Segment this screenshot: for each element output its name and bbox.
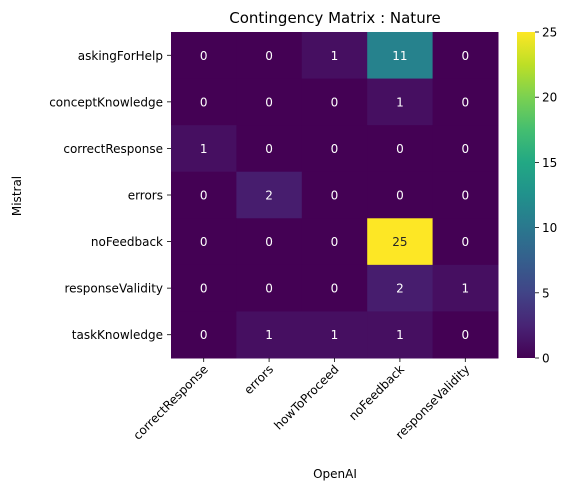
cell-value-label: 11 [392,49,407,63]
heatmap-cell [432,78,499,126]
heatmap-cell [367,218,434,266]
cell-value-label: 0 [461,95,469,109]
cell-value-label: 0 [461,142,469,156]
cell-value-label: 0 [396,189,404,203]
colorbar-tick-label: 25 [542,26,557,40]
heatmap-cell [367,125,434,173]
heatmap-cell [432,125,499,173]
y-tick-label: askingForHelp [78,49,163,63]
heatmap-cell [236,32,303,80]
cell-value-label: 1 [396,328,404,342]
colorbar-tick-label: 20 [542,91,557,105]
cell-value-label: 0 [331,235,339,249]
heatmap-cell [301,32,368,80]
heatmap-cell [367,32,434,80]
heatmap-cell [171,218,237,266]
heatmap-cell [367,264,434,312]
x-tick-label: noFeedback [346,362,407,423]
cell-value-label: 0 [200,189,208,203]
heatmap-cell [301,218,368,266]
cell-value-label: 0 [200,49,208,63]
heatmap-cell [236,218,303,266]
heatmap-cell [236,78,303,126]
heatmap-cell [367,78,434,126]
heatmap-cell [171,125,237,173]
x-tick-label: howToProceed [271,362,341,432]
cell-value-label: 2 [396,282,404,296]
cell-value-label: 0 [331,282,339,296]
cell-value-label: 0 [200,95,208,109]
heatmap-cell [301,264,368,312]
heatmap-cell [301,78,368,126]
x-axis-label: OpenAI [313,467,357,481]
colorbar-ticks: 0 5 10 15 20 25 [535,26,557,366]
cell-value-label: 1 [331,49,339,63]
cell-value-label: 0 [331,189,339,203]
heatmap-cell [367,311,434,359]
x-tick-label: correctResponse [130,362,210,442]
x-tick-label: errors [241,362,276,397]
cell-value-label: 0 [461,49,469,63]
heatmap-cell [236,171,303,219]
cell-value-label: 0 [265,49,273,63]
cell-value-label: 0 [200,235,208,249]
colorbar-tick-label: 5 [542,286,550,300]
heatmap-cell [367,171,434,219]
cell-value-label: 1 [396,95,404,109]
y-tick-label: correctResponse [63,142,163,156]
y-tick-label: taskKnowledge [72,328,163,342]
heatmap-cell [236,125,303,173]
cell-value-label: 1 [265,328,273,342]
cell-value-label: 0 [396,142,404,156]
cell-value-label: 0 [265,282,273,296]
colorbar-tick-label: 15 [542,156,557,170]
heatmap-cell [301,171,368,219]
cell-value-label: 1 [331,328,339,342]
cell-value-label: 0 [265,235,273,249]
colorbar [517,32,535,358]
heatmap-cell [171,264,237,312]
colorbar-tick-label: 0 [542,352,550,366]
cell-value-label: 0 [461,189,469,203]
heatmap-cell [236,264,303,312]
heatmap-cells: 0 0 1 11 00 0 0 1 01 0 0 0 00 2 0 0 00 0 0 25 00 0 0 2 10 1 1 1 0 [171,32,499,359]
y-tick-label: conceptKnowledge [49,95,163,109]
heatmap-cell [171,78,237,126]
y-tick-label: noFeedback [91,235,163,249]
y-tick-labels: askingForHelp conceptKnowledge correctResp… [49,49,171,342]
cell-value-label: 0 [461,328,469,342]
heatmap-cell [171,32,237,80]
cell-value-label: 1 [461,282,469,296]
cell-value-label: 2 [265,189,273,203]
cell-value-label: 25 [392,235,407,249]
colorbar-tick-label: 10 [542,221,557,235]
cell-value-label: 0 [200,282,208,296]
heatmap-cell [432,218,499,266]
heatmap-cell [301,311,368,359]
y-tick-label: responseValidity [64,282,163,296]
heatmap-cell [432,171,499,219]
cell-value-label: 0 [331,95,339,109]
heatmap-cell [432,264,499,312]
cell-value-label: 0 [200,328,208,342]
cell-value-label: 1 [200,142,208,156]
heatmap-cell [432,32,499,80]
chart-title: Contingency Matrix : Nature [229,9,441,27]
heatmap-cell [236,311,303,359]
cell-value-label: 0 [331,142,339,156]
cell-value-label: 0 [265,142,273,156]
heatmap-cell [432,311,499,359]
cell-value-label: 0 [265,95,273,109]
cell-value-label: 0 [461,235,469,249]
y-axis-label: Mistral [10,176,24,216]
heatmap-cell [301,125,368,173]
y-tick-label: errors [128,189,163,203]
heatmap-cell [171,171,237,219]
heatmap-cell [171,311,237,359]
